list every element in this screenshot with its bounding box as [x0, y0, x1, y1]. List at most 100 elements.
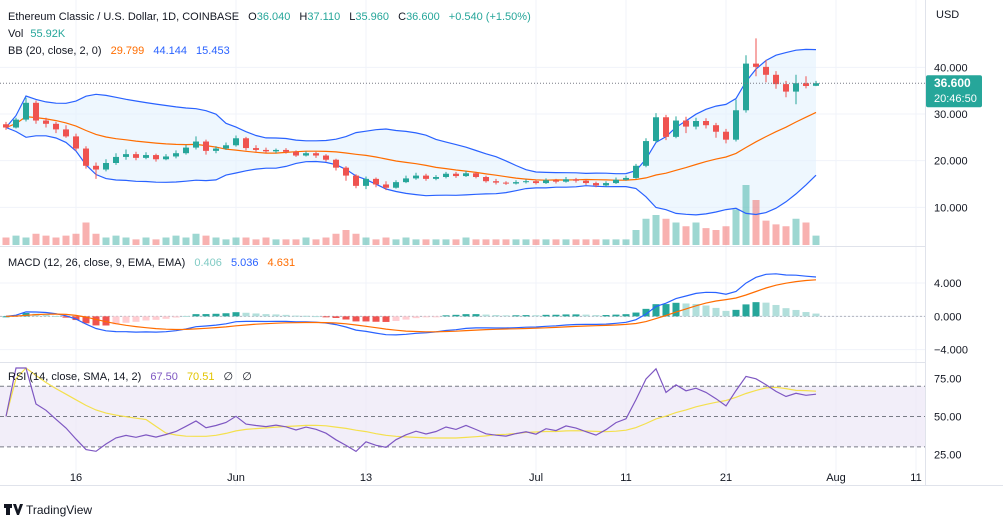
macd-histogram-bar	[572, 314, 580, 317]
candle	[533, 179, 539, 185]
candle-body	[343, 167, 349, 176]
volume-legend[interactable]: Vol 55.92K	[8, 28, 66, 40]
volume-bar	[372, 239, 380, 245]
time-tick-label: 11	[620, 472, 631, 484]
macd-histogram-bar	[652, 304, 660, 317]
main-legend[interactable]: Ethereum Classic / U.S. Dollar, 1D, COIN…	[8, 11, 531, 23]
ohlc-low-value: 35.960	[355, 11, 389, 23]
macd-histogram-bar	[582, 314, 590, 317]
candle	[243, 136, 249, 151]
candle	[463, 170, 469, 177]
candle	[113, 153, 119, 165]
volume-bar	[602, 239, 610, 245]
macd-histogram-bar	[592, 315, 600, 317]
volume-bar	[82, 222, 90, 245]
volume-bar	[352, 233, 360, 245]
candle	[483, 175, 489, 183]
macd-histogram-bar	[242, 312, 250, 317]
tradingview-logo[interactable]: TradingView	[4, 503, 92, 517]
candle	[773, 71, 779, 89]
macd-histogram-bar	[162, 316, 170, 319]
candle	[253, 145, 259, 152]
ohlc-high-value: 37.110	[307, 11, 340, 23]
candle-body	[703, 121, 709, 126]
volume-bar	[672, 222, 680, 245]
candle	[643, 138, 649, 168]
bb-legend[interactable]: BB (20, close, 2, 0) 29.799 44.144 15.45…	[8, 45, 230, 57]
volume-bar	[342, 230, 350, 245]
candle-body	[433, 177, 439, 179]
candle	[473, 171, 479, 179]
candle	[413, 172, 419, 180]
bb-lower-value: 15.453	[196, 45, 230, 57]
tradingview-logo-icon	[4, 504, 23, 515]
candle	[143, 152, 149, 160]
macd-histogram-bar	[732, 309, 740, 317]
volume-bar	[72, 233, 80, 245]
candle	[513, 180, 519, 185]
volume-bar	[262, 237, 270, 245]
price-axis[interactable]: 10.000 20.000 30.000 40.000 4.000 0.000 −4.000…	[934, 62, 968, 461]
macd-histogram-bar	[322, 316, 330, 318]
volume-bar	[662, 218, 670, 245]
candle-body	[283, 149, 289, 152]
macd-histogram-bar	[152, 316, 160, 320]
candle-body	[73, 136, 79, 149]
currency-label: USD	[936, 9, 959, 21]
price-tick-label: 30.000	[934, 109, 968, 121]
candle	[313, 151, 319, 158]
macd-histogram-bar	[332, 316, 340, 318]
volume-bar	[522, 239, 530, 245]
candle-body	[153, 155, 159, 160]
volume-bar	[222, 239, 230, 245]
volume-bar	[442, 239, 450, 245]
candle-body	[563, 179, 569, 182]
candle	[583, 179, 589, 185]
candle-body	[493, 181, 499, 183]
macd-histogram-bar	[292, 315, 300, 317]
candle	[563, 177, 569, 183]
candle-body	[203, 141, 209, 151]
macd-legend[interactable]: MACD (12, 26, close, 9, EMA, EMA) 0.406 …	[8, 257, 295, 269]
candle-body	[363, 178, 369, 186]
candle	[283, 148, 289, 154]
candle	[203, 139, 209, 155]
bar-countdown: 20:46:50	[934, 93, 977, 105]
macd-histogram-bar	[682, 303, 690, 317]
candle-body	[63, 129, 69, 137]
candle	[573, 177, 579, 183]
macd-histogram-bar	[392, 316, 400, 322]
candle	[673, 116, 679, 139]
volume-value: 55.92K	[30, 28, 66, 40]
candle	[803, 76, 809, 89]
candle	[263, 147, 269, 153]
rsi-legend[interactable]: RSI (14, close, SMA, 14, 2) 67.50 70.51 …	[8, 371, 252, 383]
volume-bar	[562, 239, 570, 245]
time-axis[interactable]: 16 Jun 13 Jul 11 21 Aug 11	[70, 472, 922, 484]
candle	[333, 158, 339, 171]
candle	[713, 122, 719, 138]
candle-body	[83, 148, 89, 166]
macd-histogram-bar	[522, 315, 530, 317]
macd-histogram-bar	[22, 312, 30, 317]
macd-histogram-bar	[132, 316, 140, 322]
candle	[353, 174, 359, 189]
volume-bar	[42, 235, 50, 245]
macd-histogram-bar	[442, 315, 450, 317]
candle-body	[413, 175, 419, 179]
macd-histogram	[2, 302, 820, 326]
rsi-empty-1: ∅	[224, 371, 234, 383]
macd-histogram-bar	[382, 316, 390, 322]
volume-bar	[732, 209, 740, 245]
volume-bar	[332, 233, 340, 245]
volume-bar	[312, 239, 320, 245]
volume-bar	[32, 233, 40, 245]
candle	[163, 154, 169, 161]
macd-histogram-bar	[432, 316, 440, 318]
volume-bar	[682, 226, 690, 245]
macd-histogram-bar	[232, 312, 240, 317]
candle	[693, 117, 699, 130]
candle-body	[643, 141, 649, 166]
